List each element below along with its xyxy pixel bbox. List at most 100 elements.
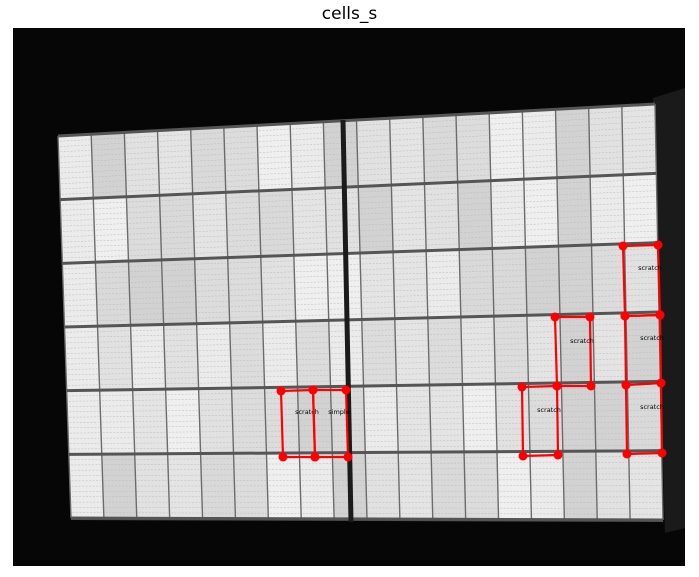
cell-finger-line	[495, 303, 525, 306]
cell-finger-line	[363, 312, 393, 315]
cell-finger-line	[628, 369, 659, 371]
cell-finger-line	[496, 366, 527, 368]
cell-finger-line	[591, 134, 621, 137]
cell-finger-line	[392, 155, 423, 158]
cell-finger-line	[259, 139, 289, 142]
cell-finger-line	[299, 375, 329, 377]
cell-finger-line	[292, 143, 323, 146]
cell-finger-line	[462, 310, 492, 312]
cell-finger-line	[325, 142, 356, 144]
cell-finger-line	[127, 168, 157, 171]
cell-finger-line	[198, 333, 229, 335]
cell-finger-line	[592, 209, 623, 211]
cell-finger-line	[591, 157, 622, 160]
defect-corner-marker	[620, 311, 630, 321]
cell-finger-line	[430, 367, 461, 369]
cell-finger-line	[133, 367, 164, 369]
cell-finger-line	[524, 131, 555, 134]
cell-finger-line	[195, 213, 225, 216]
cell-finger-line	[594, 278, 624, 280]
cell-finger-line	[591, 163, 622, 165]
cell-finger-line	[558, 158, 588, 161]
cell-finger-line	[591, 140, 621, 143]
cell-finger-line	[61, 182, 91, 184]
cell-finger-line	[197, 284, 227, 286]
cell-finger-line	[461, 287, 492, 290]
cell-finger-line	[393, 194, 423, 197]
cell-finger-line	[391, 127, 422, 130]
cell-finger-line	[492, 173, 522, 176]
cell-finger-line	[623, 109, 654, 112]
cell-finger-line	[527, 240, 557, 242]
cell-finger-line	[558, 170, 589, 173]
cell-finger-line	[626, 230, 656, 233]
cell-finger-line	[459, 197, 490, 200]
cell-finger-line	[561, 284, 591, 287]
cell-finger-line	[627, 317, 658, 319]
cell-finger-line	[132, 340, 163, 342]
cell-finger-line	[362, 279, 393, 281]
cell-finger-line	[326, 164, 356, 167]
cell-finger-line	[363, 335, 394, 337]
cell-finger-line	[529, 359, 560, 361]
cell-finger-line	[64, 267, 94, 269]
cell-finger-line	[496, 343, 526, 345]
cell-finger-line	[295, 242, 325, 245]
cell-finger-line	[60, 150, 90, 153]
cell-finger-line	[559, 193, 589, 195]
defect-label: scratch	[537, 406, 561, 414]
cell-finger-line	[292, 132, 322, 135]
cell-finger-line	[495, 292, 525, 294]
cell-finger-line	[429, 305, 459, 307]
cell-finger-line	[362, 290, 393, 292]
cell-finger-line	[93, 159, 124, 162]
cell-finger-line	[159, 144, 190, 147]
cell-finger-line	[98, 314, 129, 316]
cell-finger-line	[460, 219, 490, 222]
cell-finger-line	[458, 135, 488, 138]
cell-finger-line	[393, 216, 424, 219]
cell-finger-line	[326, 158, 356, 161]
cell-finger-line	[625, 213, 656, 216]
cell-finger-line	[129, 248, 160, 251]
cell-finger-line	[160, 161, 190, 164]
cell-finger-line	[359, 151, 389, 154]
cell-finger-line	[259, 145, 290, 148]
cell-finger-line	[625, 184, 655, 187]
cell-finger-line	[96, 250, 127, 252]
cell-finger-line	[94, 180, 125, 183]
cell-finger-line	[363, 329, 394, 331]
cell-finger-line	[428, 260, 458, 263]
cell-finger-line	[129, 238, 160, 240]
cell-finger-line	[198, 328, 229, 330]
cell-finger-line	[590, 128, 621, 131]
cell-finger-line	[231, 316, 261, 318]
cell-finger-line	[427, 238, 458, 240]
cell-finger-line	[592, 226, 623, 228]
cell-finger-line	[594, 306, 625, 309]
cell-finger-line	[592, 186, 622, 188]
cell-finger-line	[394, 228, 424, 230]
cell-finger-line	[193, 154, 223, 157]
cell-finger-line	[260, 167, 290, 170]
cell-finger-line	[298, 347, 328, 349]
cell-finger-line	[294, 209, 324, 212]
cell-finger-line	[528, 285, 558, 288]
cell-finger-line	[393, 177, 423, 180]
cell-finger-line	[228, 239, 259, 242]
cell-finger-line	[95, 217, 126, 220]
cell-finger-line	[364, 368, 395, 370]
cell-row-gap	[66, 379, 661, 393]
cell-finger-line	[627, 277, 657, 279]
cell-finger-line	[428, 254, 458, 257]
cell-finger-line	[558, 147, 588, 150]
cell-finger-line	[396, 328, 427, 331]
cell-finger-line	[529, 342, 559, 344]
cell-finger-line	[396, 306, 426, 308]
cell-finger-line	[463, 366, 494, 368]
cell-finger-line	[60, 144, 90, 147]
cell-finger-line	[200, 376, 230, 378]
cell-finger-line	[259, 161, 290, 164]
cell-finger-line	[197, 306, 228, 308]
cell-finger-line	[625, 178, 655, 181]
